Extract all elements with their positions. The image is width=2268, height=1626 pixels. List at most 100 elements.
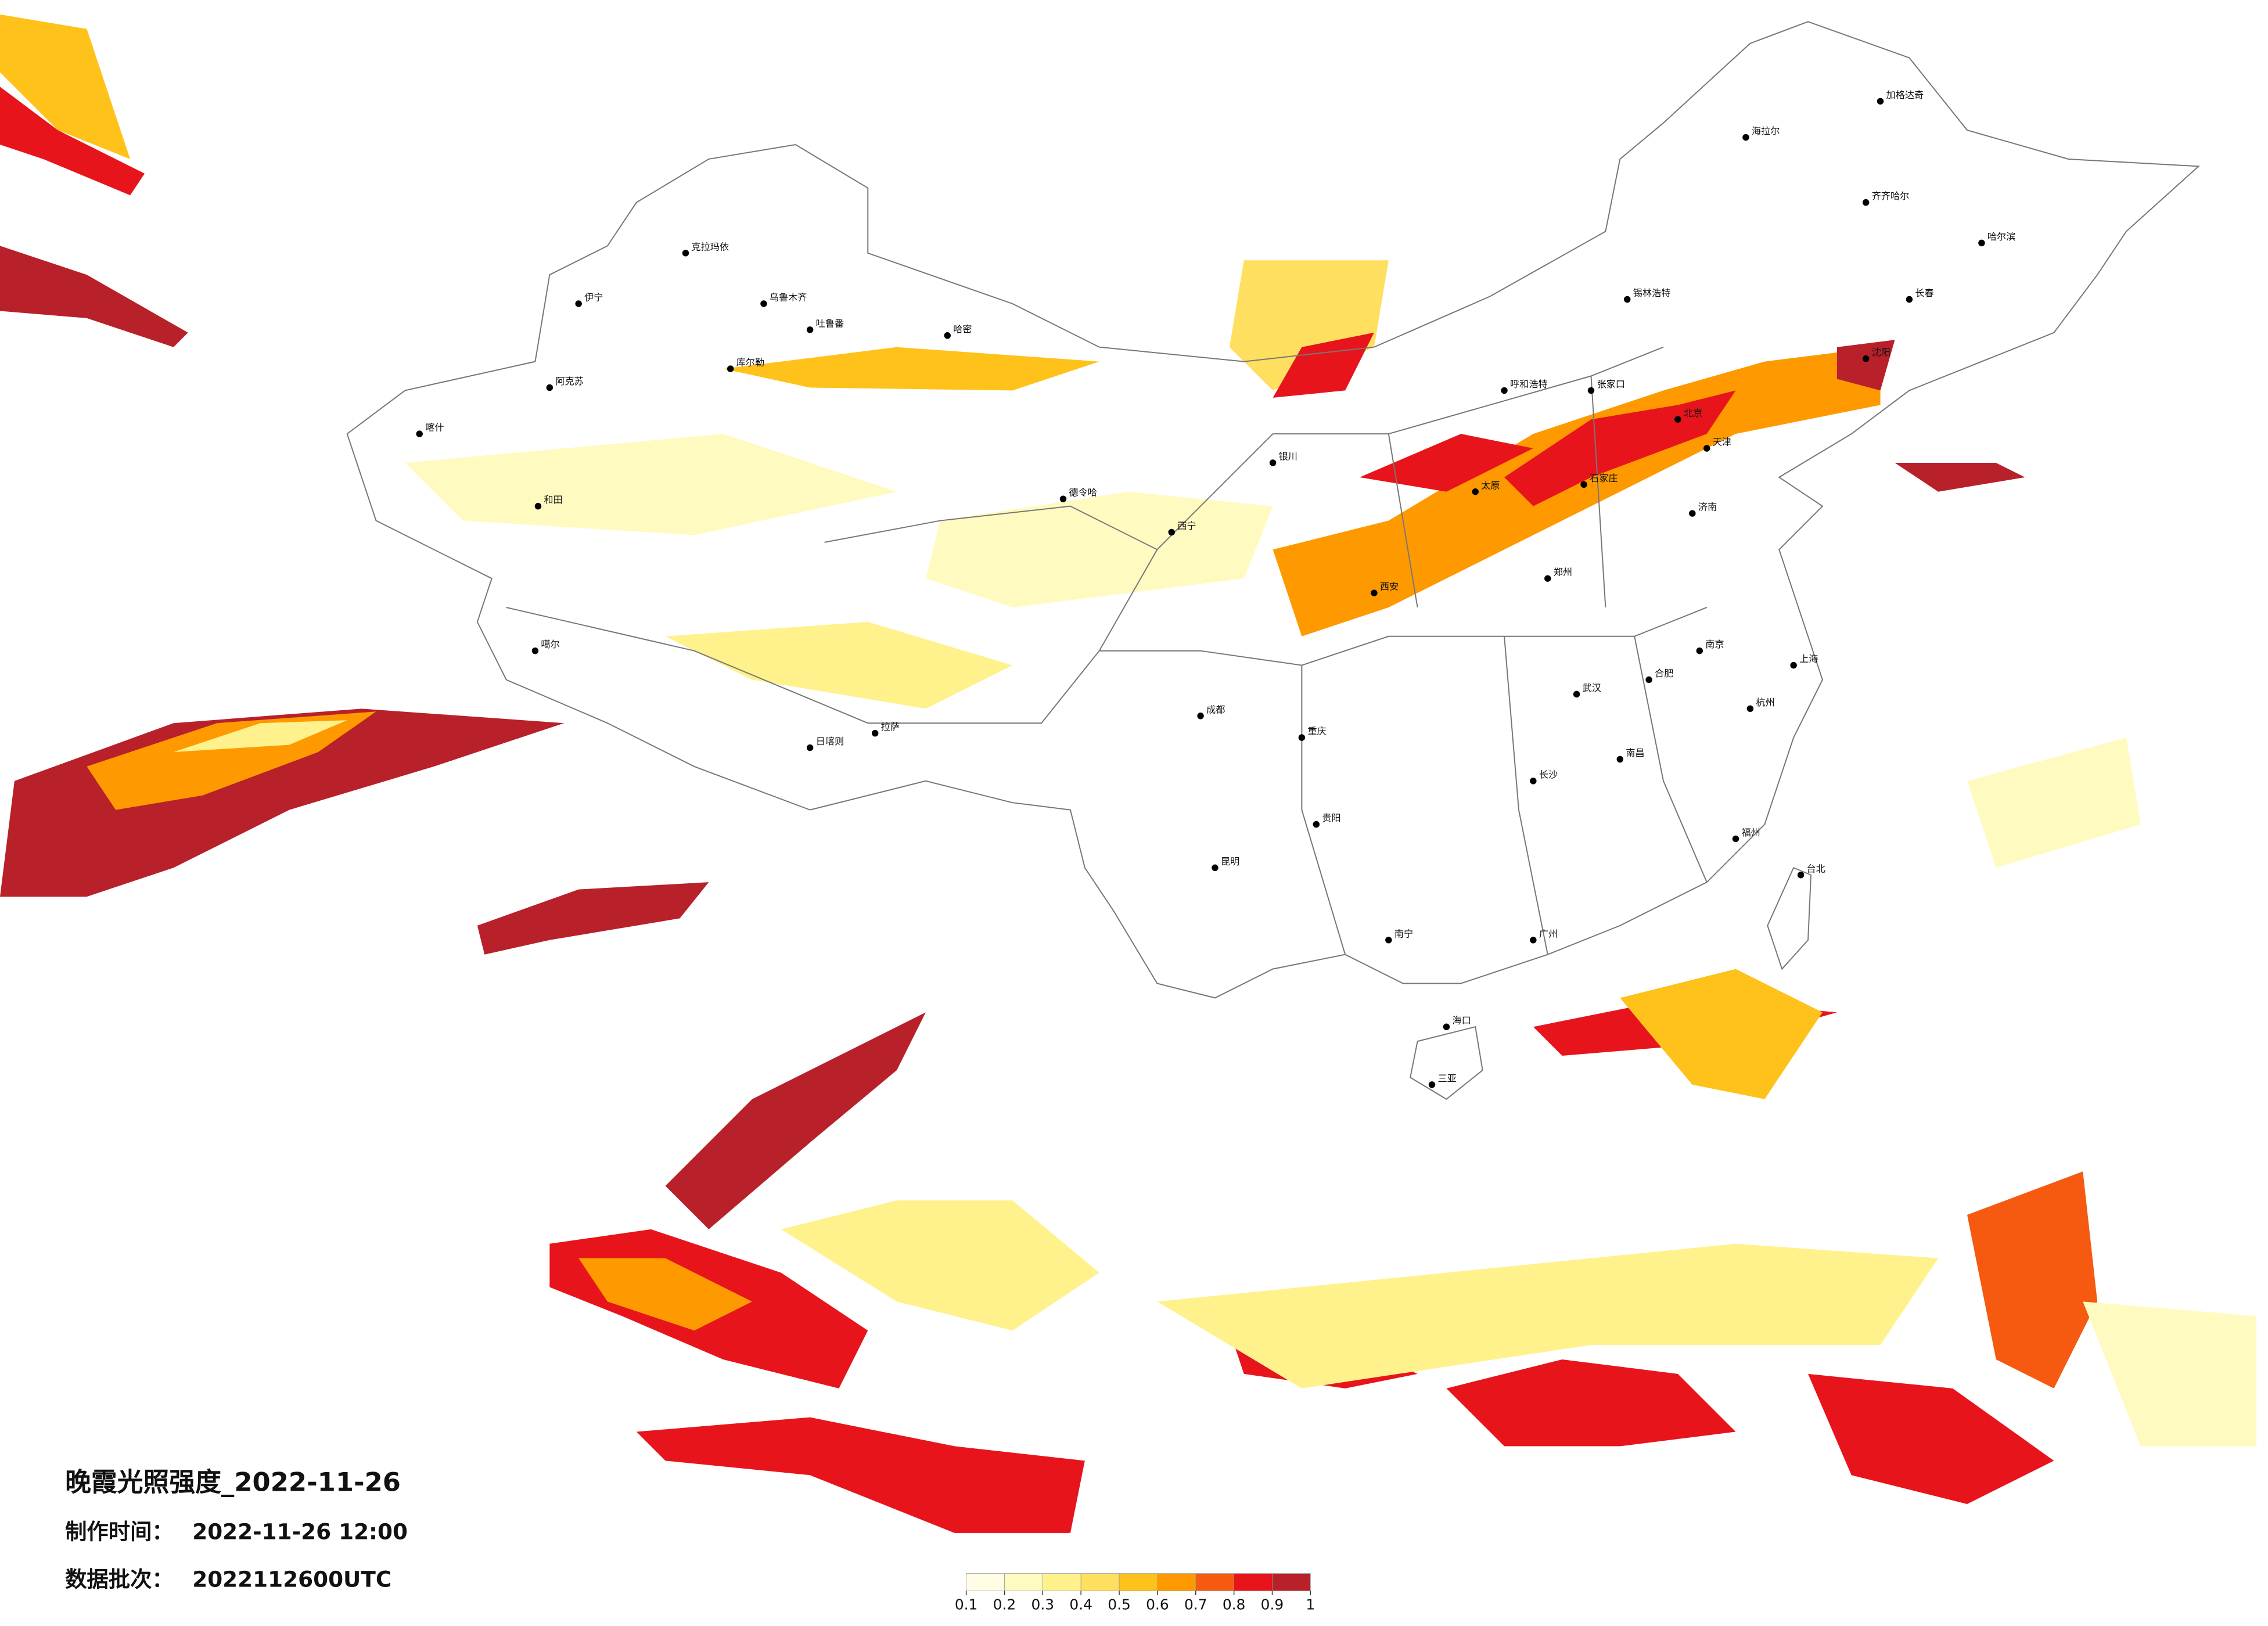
- city-name: 加格达奇: [1886, 89, 1924, 100]
- heat-area: [1836, 340, 1895, 391]
- city-name: 杭州: [1756, 697, 1774, 708]
- city-name: 南京: [1705, 639, 1724, 650]
- city-dot: [1862, 355, 1870, 362]
- city-name: 乌鲁木齐: [770, 292, 807, 303]
- city-dot: [760, 300, 767, 307]
- city-name: 哈尔滨: [1987, 231, 2016, 242]
- city-dot: [1674, 416, 1681, 423]
- city-dot: [1544, 575, 1551, 582]
- city-dot: [1443, 1023, 1450, 1030]
- island-border: [1767, 866, 1812, 970]
- city-dot: [1530, 778, 1537, 785]
- city-dot: [1689, 510, 1696, 517]
- city-dot: [1797, 871, 1805, 879]
- city-dot: [575, 300, 582, 307]
- city-dot: [1501, 387, 1508, 394]
- heat-area: [665, 1012, 926, 1229]
- city-name: 天津: [1713, 437, 1731, 448]
- city-dot: [1696, 647, 1703, 654]
- city-dot: [1530, 937, 1537, 944]
- city-name: 噶尔: [541, 639, 559, 650]
- heat-area: [636, 1417, 1085, 1533]
- batch-value: 2022112600UTC: [192, 1567, 391, 1592]
- heat-area: [925, 491, 1273, 607]
- heat-area: [0, 87, 145, 196]
- heat-area: [0, 246, 188, 347]
- city-dot: [1862, 199, 1870, 206]
- colorbar-tick-label: 0.6: [1146, 1596, 1169, 1613]
- city-name: 台北: [1807, 863, 1825, 874]
- heat-area: [665, 621, 1013, 709]
- colorbar-tick-label: 0.5: [1108, 1596, 1131, 1613]
- heat-area: [1808, 1373, 2054, 1505]
- city-dot: [1269, 459, 1277, 466]
- city-name: 郑州: [1554, 567, 1572, 578]
- colorbar-segment: [966, 1573, 1005, 1591]
- heat-area: [1446, 1359, 1736, 1447]
- city-name: 齐齐哈尔: [1872, 190, 1910, 202]
- heat-field: [0, 14, 2257, 1533]
- colorbar-tick-label: 1: [1306, 1596, 1315, 1613]
- city-dot: [1298, 734, 1306, 741]
- city-name: 呼和浩特: [1510, 379, 1548, 390]
- borders: [346, 21, 2200, 1100]
- island-border: [1410, 1026, 1483, 1100]
- made-time-value: 2022-11-26 12:00: [192, 1519, 408, 1544]
- city-dot: [1428, 1081, 1436, 1088]
- heat-area: [1967, 738, 2141, 868]
- colorbar-segment: [1234, 1573, 1273, 1591]
- city-dot: [727, 365, 734, 372]
- city-name: 银川: [1279, 451, 1297, 462]
- city-name: 广州: [1539, 928, 1558, 939]
- city-name: 济南: [1698, 502, 1717, 513]
- city-name: 长春: [1915, 287, 1933, 298]
- colorbar-segment: [1119, 1573, 1158, 1591]
- city-dot: [1746, 705, 1754, 713]
- city-dot: [1197, 713, 1204, 720]
- city-name: 三亚: [1437, 1073, 1456, 1084]
- heat-area: [1895, 462, 2025, 492]
- city-dot: [1790, 661, 1797, 669]
- city-dot: [806, 744, 814, 751]
- city-dot: [1978, 239, 1985, 247]
- city-name: 拉萨: [881, 721, 900, 732]
- city-name: 长沙: [1539, 769, 1558, 780]
- city-dot: [806, 326, 814, 333]
- map-title: 晚霞光照强度_2022-11-26: [65, 1467, 401, 1498]
- heat-area: [173, 720, 347, 753]
- city-name: 重庆: [1307, 726, 1326, 737]
- city-dot: [871, 729, 879, 737]
- city-name: 哈密: [953, 323, 972, 334]
- city-name: 昆明: [1221, 856, 1239, 867]
- city-dot: [531, 647, 539, 654]
- heat-area: [723, 347, 1099, 391]
- city-dot: [1212, 864, 1219, 871]
- city-name: 上海: [1799, 653, 1818, 664]
- heat-area: [578, 1258, 753, 1331]
- city-name: 和田: [544, 494, 562, 505]
- colorbar: 0.1 0.2 0.3 0.4 0.5 0.6 0.7 0.8 0.9 1: [955, 1573, 1315, 1613]
- colorbar-segment: [1042, 1573, 1081, 1591]
- city-dot: [1573, 690, 1580, 698]
- city-dot: [1168, 528, 1175, 536]
- colorbar-tick-label: 0.1: [955, 1596, 978, 1613]
- city-name: 西安: [1380, 581, 1399, 592]
- city-dot: [546, 384, 553, 391]
- city-dot: [682, 250, 689, 257]
- city-name: 北京: [1684, 408, 1702, 419]
- province-border: [506, 346, 1708, 955]
- city-dot: [1703, 445, 1710, 452]
- made-time-label: 制作时间：: [65, 1519, 174, 1544]
- city-name: 沈阳: [1872, 347, 1890, 358]
- heat-area: [1360, 434, 1533, 492]
- city-name: 伊宁: [584, 292, 603, 303]
- city-dot: [1732, 835, 1739, 843]
- colorbar-tick-label: 0.2: [993, 1596, 1016, 1613]
- city-name: 海口: [1452, 1015, 1471, 1026]
- city-name: 石家庄: [1590, 473, 1618, 484]
- country-border: [346, 21, 2200, 999]
- city-dot: [1587, 387, 1595, 394]
- city-name: 锡林浩特: [1633, 287, 1671, 298]
- city-name: 贵阳: [1322, 812, 1340, 823]
- city-dot: [1877, 98, 1884, 105]
